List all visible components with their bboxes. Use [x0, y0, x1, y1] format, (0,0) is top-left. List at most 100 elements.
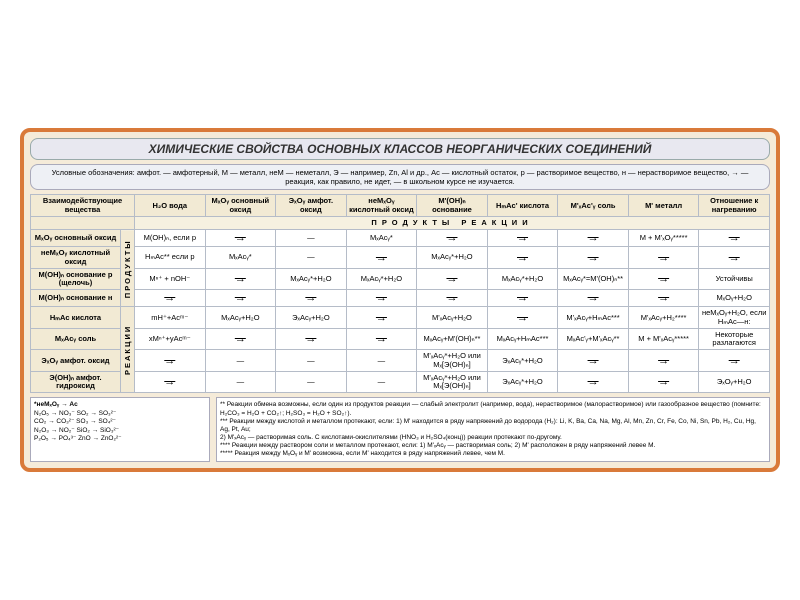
row-head: MₓOᵧ основный оксид: [31, 230, 121, 247]
cell: MₓAcᵧ+H₂O: [205, 307, 276, 329]
cell: M + M'ₓAcᵧ*****: [628, 328, 699, 350]
cell: →: [628, 247, 699, 269]
cell: MₓAcᵧ*: [346, 230, 417, 247]
cell: →: [346, 307, 417, 329]
cell: →: [487, 247, 558, 269]
cell: →: [487, 307, 558, 329]
cell: →: [205, 230, 276, 247]
poster: ХИМИЧЕСКИЕ СВОЙСТВА ОСНОВНЫХ КЛАССОВ НЕО…: [20, 128, 780, 473]
cell: M + M'ₓOᵧ*****: [628, 230, 699, 247]
foot-right-line: **** Реакции между раствором соли и мета…: [220, 442, 766, 450]
col-h9: Отношение к нагреванию: [699, 195, 770, 217]
table-row: неMₓOᵧ кислотный оксидHₘAc** если рMₓAcᵧ…: [31, 247, 770, 269]
cell: M'ₓAcᵧ+H₂****: [628, 307, 699, 329]
cell: →: [135, 371, 206, 393]
cell: M'ₓAcᵧ*+H₂O или Mₓ[Э(OH)ₙ]: [417, 350, 488, 372]
cell: MₓAc'ᵧ+M'ₓAcᵧ**: [558, 328, 629, 350]
footer-right: ** Реакции обмена возможны, если один из…: [216, 397, 770, 462]
cell: →: [205, 268, 276, 290]
main-table: Взаимодействующие вещества H₂O вода MₓOᵧ…: [30, 194, 770, 393]
table-row: HₘAc кислотаРЕАКЦИИmH⁺+Acᵐ⁻MₓAcᵧ+H₂OЭₓAc…: [31, 307, 770, 329]
cell: →: [628, 268, 699, 290]
cell: →: [205, 328, 276, 350]
foot-right-line: 2) M'ₓAcᵧ — растворимая соль. С кислотам…: [220, 434, 766, 442]
cell: —: [276, 247, 347, 269]
row-head: ЭₓOᵧ амфот. оксид: [31, 350, 121, 372]
cell: →: [628, 350, 699, 372]
cell: →: [417, 290, 488, 307]
vert-reactions: РЕАКЦИИ: [121, 307, 135, 393]
cell: M'ₓAcᵧ+H₂O: [417, 307, 488, 329]
cell: —: [276, 371, 347, 393]
cell: →: [628, 371, 699, 393]
cell: xMⁿ⁺+yAcᵐ⁻: [135, 328, 206, 350]
col-h5: M'(OH)ₙ основание: [417, 195, 488, 217]
cell: —: [276, 350, 347, 372]
cell: MₓAcᵧ+HₘAc***: [487, 328, 558, 350]
cell: MₓAcᵧ*+H₂O: [276, 268, 347, 290]
cell: MₓAcᵧ*=M'(OH)ₙ**: [558, 268, 629, 290]
row-head: HₘAc кислота: [31, 307, 121, 329]
foot-right-line: *** Реакции между кислотой и металлом пр…: [220, 418, 766, 434]
cell: неMₓOᵧ+H₂O, если HₘAc—н:: [699, 307, 770, 329]
page-wrap: ХИМИЧЕСКИЕ СВОЙСТВА ОСНОВНЫХ КЛАССОВ НЕО…: [0, 0, 800, 600]
cell: MₓAcᵧ*+H₂O: [487, 268, 558, 290]
col-h7: M'ₓAc'ᵧ соль: [558, 195, 629, 217]
cell: →: [135, 290, 206, 307]
table-row: M(OH)ₙ основание н→→→→→→→→MₓOᵧ+H₂O: [31, 290, 770, 307]
cell: →: [558, 371, 629, 393]
vert-products: ПРОДУКТЫ: [121, 230, 135, 307]
col-h1: H₂O вода: [135, 195, 206, 217]
cell: —: [346, 350, 417, 372]
cell: —: [205, 350, 276, 372]
row-head: MₓAcᵧ соль: [31, 328, 121, 350]
footer: *неMₓOᵧ → Ac N₂O₅ → NO₃⁻ SO₂ → SO₃²⁻CO₂ …: [30, 397, 770, 462]
products-header: ПРОДУКТЫ РЕАКЦИИ: [31, 216, 770, 229]
foot-left-title: *неMₓOᵧ → Ac: [34, 401, 206, 409]
cell: M'ₓAcᵧ+HₘAc***: [558, 307, 629, 329]
col-h4: неMₓOᵧ кислотный оксид: [346, 195, 417, 217]
cell: MₓAcᵧ*+H₂O: [417, 247, 488, 269]
cell: MₓAcᵧ*+H₂O: [346, 268, 417, 290]
footer-left: *неMₓOᵧ → Ac N₂O₅ → NO₃⁻ SO₂ → SO₃²⁻CO₂ …: [30, 397, 210, 462]
cell: →: [487, 290, 558, 307]
cell: →: [699, 230, 770, 247]
col-h2: MₓOᵧ основный оксид: [205, 195, 276, 217]
cell: →: [628, 290, 699, 307]
foot-left-line: N₂O₃ → NO₂⁻ SiO₂ → SiO₃²⁻: [34, 427, 206, 435]
cell: →: [558, 350, 629, 372]
cell: →: [346, 290, 417, 307]
row-head: неMₓOᵧ кислотный оксид: [31, 247, 121, 269]
cell: MₓOᵧ+H₂O: [699, 290, 770, 307]
table-row: MₓAcᵧ сольxMⁿ⁺+yAcᵐ⁻→→→MₓAcᵧ+M'(OH)ₙ**Mₓ…: [31, 328, 770, 350]
cell: →: [487, 230, 558, 247]
legend: Условные обозначения: амфот. — амфотерны…: [30, 164, 770, 191]
cell: Устойчивы: [699, 268, 770, 290]
cell: →: [558, 247, 629, 269]
cell: →: [346, 328, 417, 350]
cell: →: [205, 290, 276, 307]
cell: MₓAcᵧ+M'(OH)ₙ**: [417, 328, 488, 350]
cell: →: [346, 247, 417, 269]
row-head: Э(OH)ₙ амфот. гидроксид: [31, 371, 121, 393]
col-h3: ЭₓOᵧ амфот. оксид: [276, 195, 347, 217]
foot-left-line: P₂O₅ → PO₄³⁻ ZnO → ZnO₂²⁻: [34, 435, 206, 443]
cell: —: [346, 371, 417, 393]
cell: Некоторые разлагаются: [699, 328, 770, 350]
cell: MₓAcᵧ*: [205, 247, 276, 269]
cell: →: [276, 290, 347, 307]
cell: ЭₓAcᵧ+H₂O: [276, 307, 347, 329]
table-row: Э(OH)ₙ амфот. гидроксид→———M'ₓAcᵧ*+H₂O и…: [31, 371, 770, 393]
cell: →: [558, 230, 629, 247]
title: ХИМИЧЕСКИЕ СВОЙСТВА ОСНОВНЫХ КЛАССОВ НЕО…: [30, 138, 770, 160]
table-row: M(OH)ₙ основание р (щелочь)Mⁿ⁺ + nOH⁻→Mₓ…: [31, 268, 770, 290]
cell: —: [205, 371, 276, 393]
col-h6: HₘAc' кислота: [487, 195, 558, 217]
cell: →: [417, 268, 488, 290]
cell: →: [417, 230, 488, 247]
cell: ЭₓAcᵧ*+H₂O: [487, 371, 558, 393]
row-head: M(OH)ₙ основание н: [31, 290, 121, 307]
cell: M(OH)ₙ, если р: [135, 230, 206, 247]
cell: →: [276, 328, 347, 350]
cell: Mⁿ⁺ + nOH⁻: [135, 268, 206, 290]
